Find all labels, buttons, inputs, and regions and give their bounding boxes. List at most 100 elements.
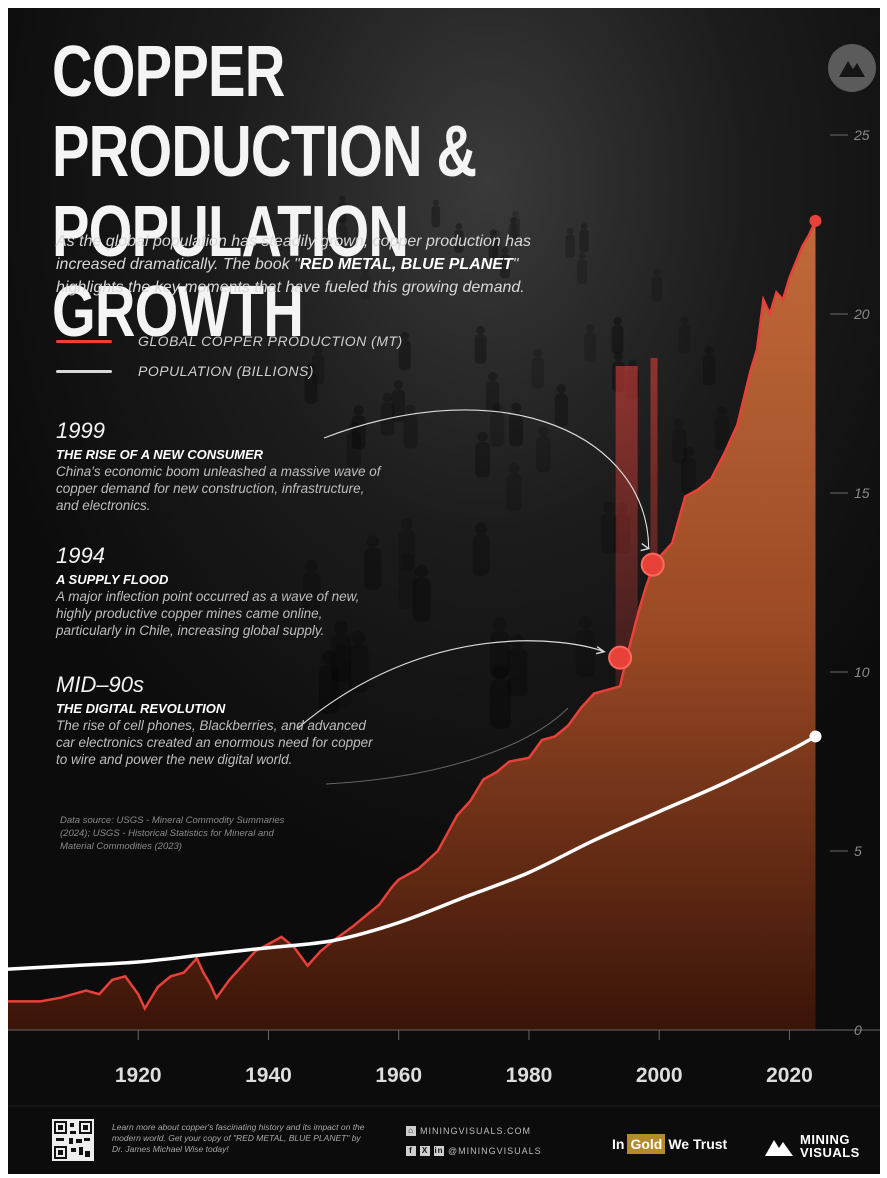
- linkedin-icon[interactable]: in: [434, 1146, 444, 1156]
- sponsor-logo: In Gold We Trust: [612, 1134, 727, 1154]
- crowd-person: [318, 650, 340, 714]
- legend-label-copper: GLOBAL COPPER PRODUCTION (MT): [138, 333, 403, 349]
- y-tick-label: 10: [854, 664, 870, 680]
- x-icon[interactable]: X: [420, 1146, 430, 1156]
- qr-code-icon[interactable]: [52, 1119, 94, 1161]
- intro-part-1: As the global population has steadily gr…: [56, 233, 531, 273]
- social-links[interactable]: f X in @MININGVISUALS: [406, 1146, 542, 1156]
- chart-legend: GLOBAL COPPER PRODUCTION (MT) POPULATION…: [56, 326, 403, 386]
- x-tick-label: 1980: [506, 1064, 553, 1087]
- crowd-person: [500, 246, 511, 279]
- sponsor-word-gold: Gold: [627, 1134, 666, 1154]
- crowd-person: [672, 418, 687, 464]
- sponsor-word-trust: We Trust: [668, 1136, 728, 1152]
- x-axis: 1920 1940 1960 1980 2000 2020: [115, 1030, 813, 1087]
- x-tick-label: 2000: [636, 1064, 683, 1087]
- copper-area-fill: [8, 220, 816, 1030]
- x-tick-label: 2020: [766, 1064, 813, 1087]
- crowd-person: [475, 431, 490, 478]
- crowd-person: [348, 630, 369, 693]
- event-marker-1994: [608, 645, 633, 670]
- facebook-icon[interactable]: f: [406, 1146, 416, 1156]
- home-icon: ⌂: [406, 1126, 416, 1136]
- annotation-arrows: [297, 409, 651, 785]
- website-link[interactable]: ⌂ MININGVISUALS.COM: [406, 1126, 531, 1136]
- event-year: MID–90s: [56, 672, 145, 697]
- crowd-person: [472, 522, 490, 576]
- crowd-person: [398, 331, 411, 370]
- brand-line-1: MINING: [800, 1132, 850, 1147]
- crowd-person: [412, 564, 431, 622]
- website-label: MININGVISUALS.COM: [420, 1126, 532, 1136]
- crowd-person: [398, 517, 416, 571]
- crowd-person: [486, 371, 500, 414]
- event-heading: THE RISE OF A NEW CONSUMER: [56, 447, 264, 462]
- event-year: 1999: [56, 418, 105, 443]
- y-tick-label: 20: [853, 306, 870, 322]
- crowd-person: [579, 222, 589, 253]
- brand-name: MINING VISUALS: [800, 1133, 860, 1159]
- crowd-person: [311, 345, 325, 385]
- footer: Learn more about copper's fascinating hi…: [8, 1106, 880, 1174]
- crowd-person: [488, 229, 499, 260]
- crowd-person: [565, 227, 575, 258]
- mountain-logo-icon: [765, 1140, 793, 1156]
- crowd-person: [611, 317, 624, 355]
- legend-item-copper: GLOBAL COPPER PRODUCTION (MT): [56, 326, 403, 356]
- annotation-connector: [325, 707, 569, 785]
- crowd-person: [338, 218, 348, 248]
- crowd-person: [403, 404, 418, 449]
- crowd-person: [454, 223, 464, 253]
- event-mid-90s: MID–90s THE DIGITAL REVOLUTION The rise …: [56, 672, 386, 768]
- annotation-arrow: [323, 409, 650, 549]
- x-tick-label: 1920: [115, 1064, 162, 1087]
- copper-endpoint-marker: [809, 214, 822, 227]
- crowd-person: [398, 553, 417, 609]
- crowd-person: [338, 195, 347, 223]
- crowd-person: [506, 462, 522, 512]
- crowd-person: [536, 426, 551, 473]
- sponsor-word-in: In: [612, 1136, 625, 1152]
- crowd-person: [702, 346, 716, 386]
- brand-line-2: VISUALS: [800, 1145, 860, 1160]
- crowd-person: [508, 216, 518, 246]
- crowd-person: [360, 266, 371, 300]
- crowd-person: [531, 348, 545, 389]
- crowd-person: [331, 643, 352, 708]
- event-1994: 1994 A SUPPLY FLOOD A major inflection p…: [56, 543, 386, 639]
- crowd-person: [651, 268, 663, 302]
- crowd-person: [714, 405, 729, 450]
- event-body: A major inflection point occurred as a w…: [56, 589, 360, 638]
- crowd-person: [302, 559, 321, 617]
- chart-canvas: 0 5 10 15 20 25 1920 1940 1960 1980 2000 2020: [8, 8, 880, 1174]
- intro-text: As the global population has steadily gr…: [56, 230, 576, 299]
- crowd-person: [431, 199, 441, 228]
- event-body: The rise of cell phones, Blackberries, a…: [56, 718, 373, 767]
- crowd-person: [678, 316, 691, 353]
- crowd-person: [351, 405, 366, 450]
- crowd-person: [346, 421, 362, 468]
- mining-visuals-badge: [828, 44, 876, 92]
- crowd-person: [391, 380, 406, 422]
- page-title: COPPER PRODUCTION & POPULATION GROWTH: [52, 32, 598, 352]
- event-body: China's economic boom unleashed a massiv…: [56, 464, 381, 513]
- crowd-person: [304, 363, 318, 404]
- infographic-poster: 0 5 10 15 20 25 1920 1940 1960 1980 2000 2020 COPP…: [8, 8, 880, 1174]
- crowd-person: [681, 446, 697, 495]
- arrow-head-icon: [640, 543, 651, 552]
- event-year: 1994: [56, 543, 105, 568]
- footer-promo-text: Learn more about copper's fascinating hi…: [112, 1122, 365, 1154]
- legend-swatch-population: [56, 369, 112, 373]
- x-tick-label: 1940: [245, 1064, 292, 1087]
- brand-logo: MINING VISUALS: [764, 1133, 860, 1159]
- crowd-person: [490, 664, 511, 729]
- population-series-line: [8, 734, 818, 971]
- y-tick-label: 5: [854, 843, 862, 859]
- intro-part-2: " highlights the key moments that have f…: [56, 256, 525, 296]
- y-tick-label: 15: [854, 485, 870, 501]
- title-line-2: POPULATION GROWTH: [52, 192, 409, 352]
- crowd-person: [554, 384, 568, 427]
- arrow-head-icon: [595, 646, 606, 655]
- legend-item-population: POPULATION (BILLIONS): [56, 356, 403, 386]
- legend-swatch-copper: [56, 339, 112, 343]
